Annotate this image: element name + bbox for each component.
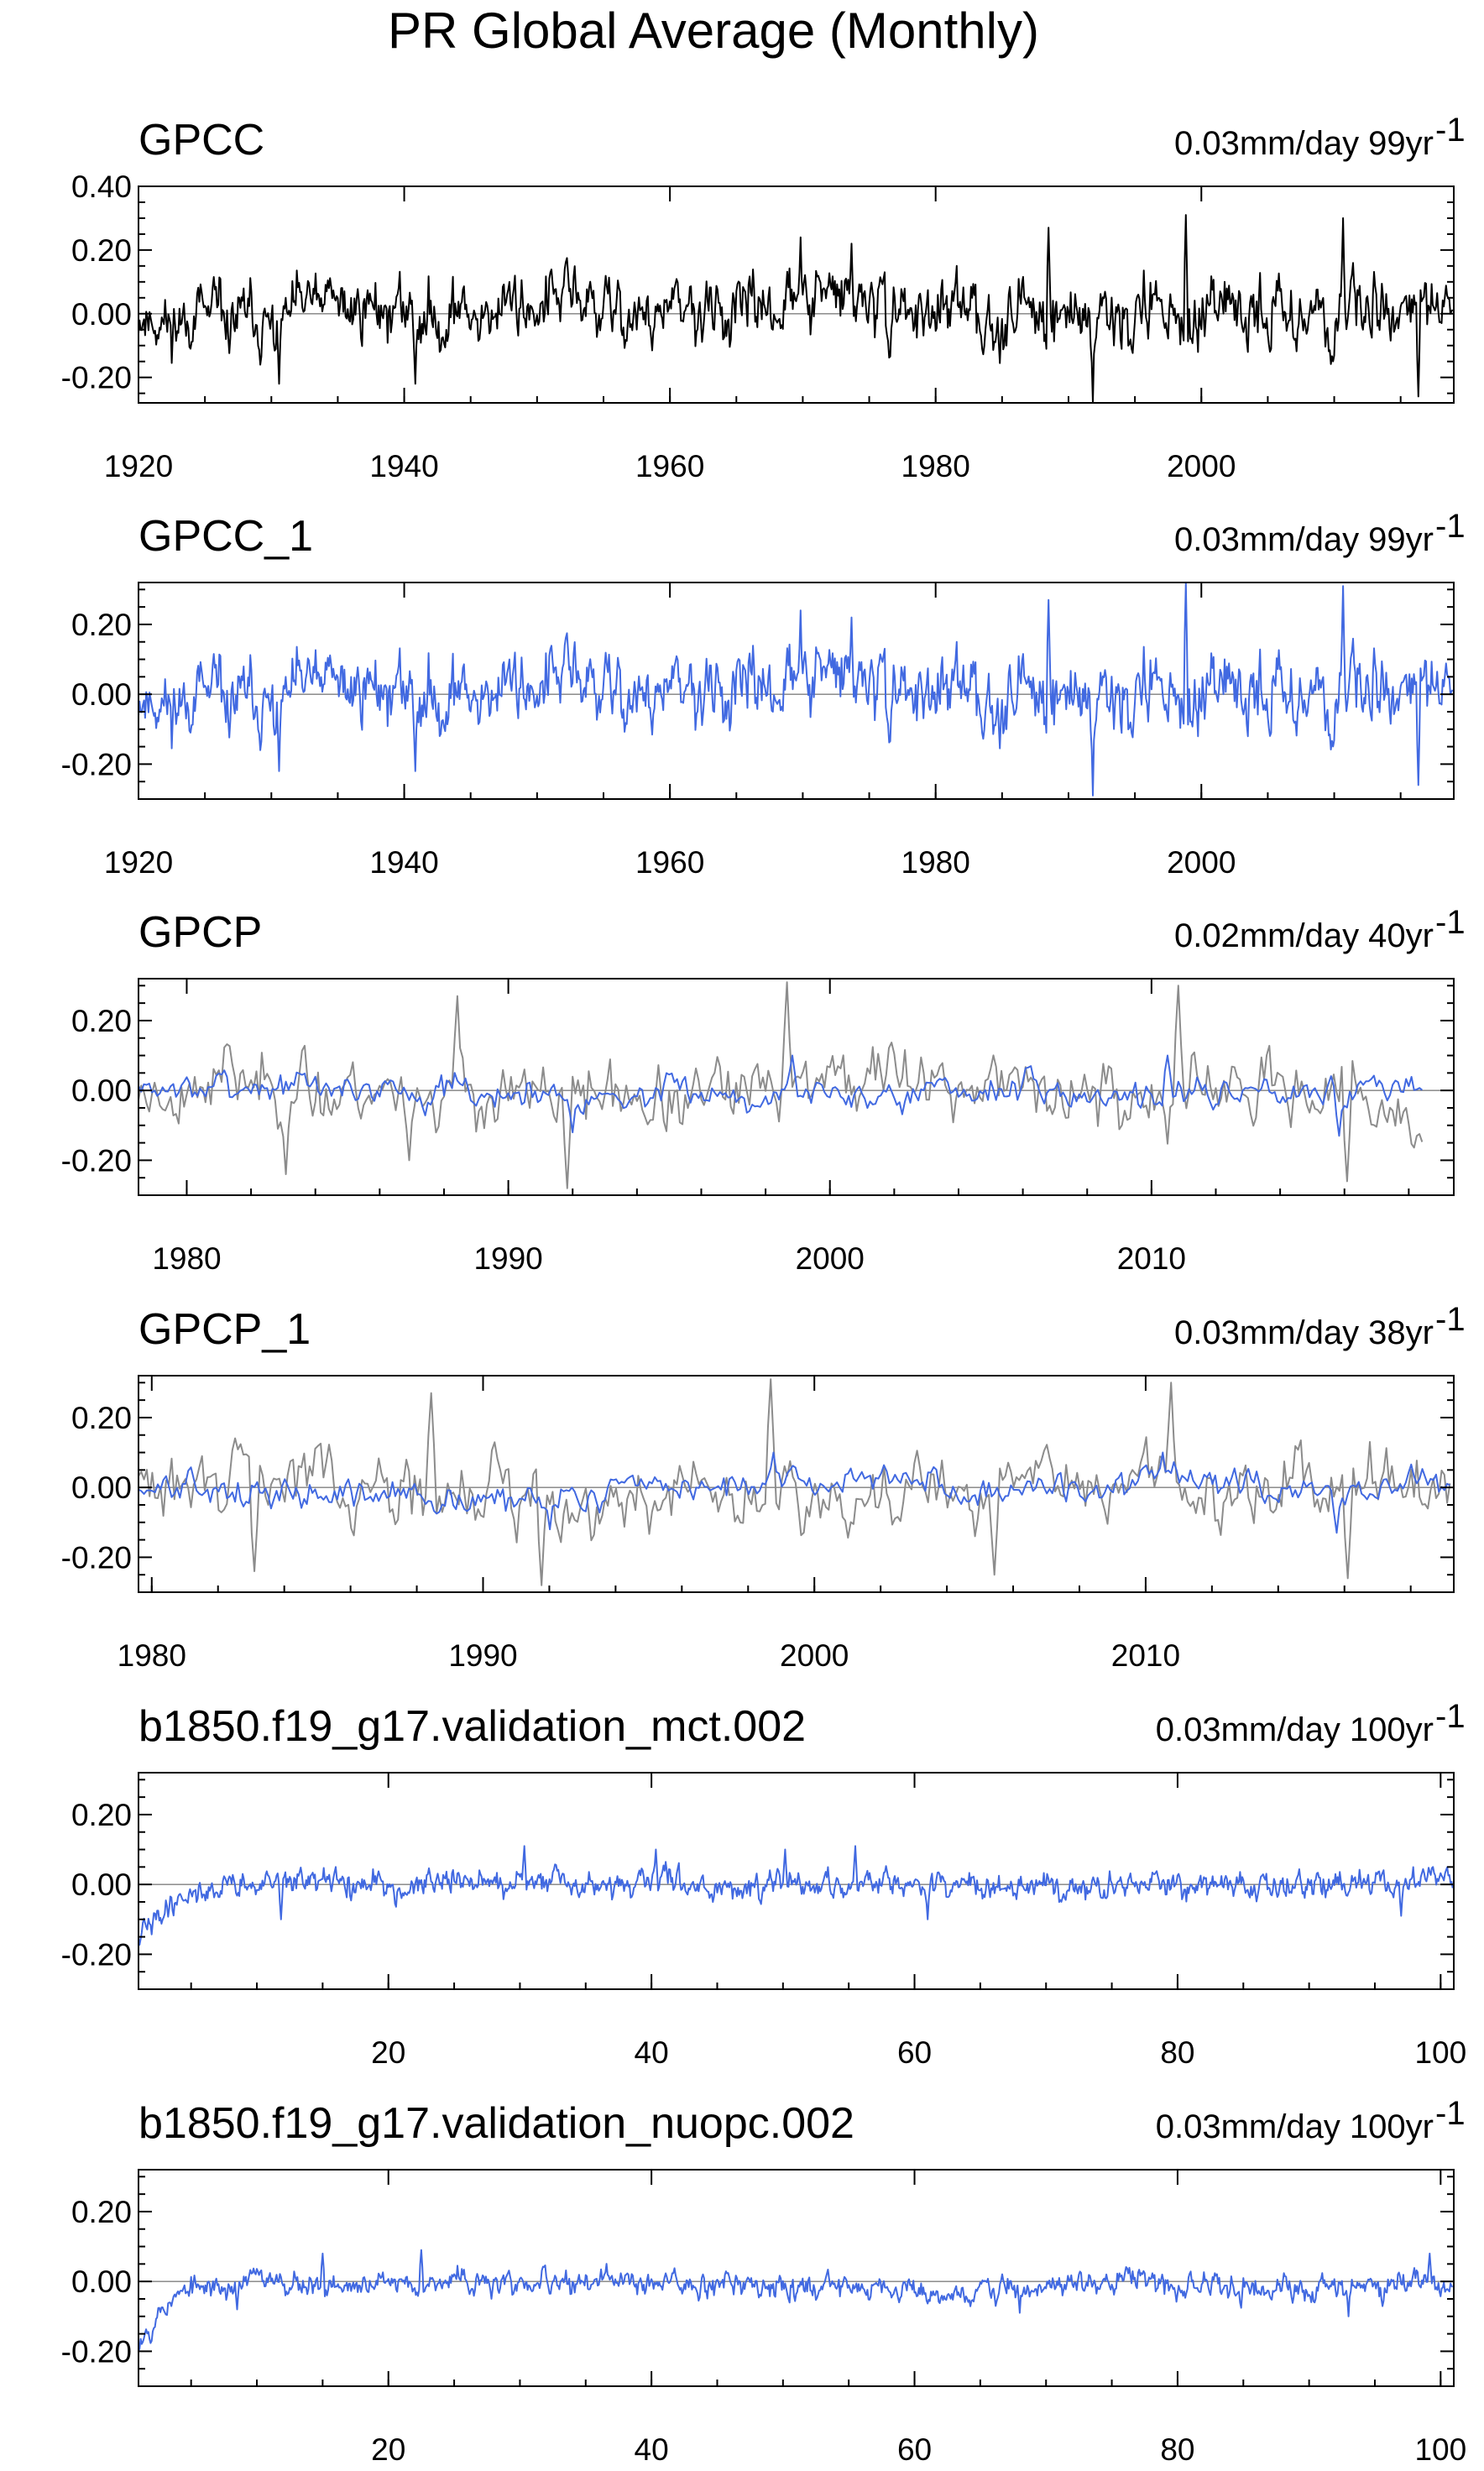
xtick-label: 1960 — [635, 449, 704, 483]
panel-3: GPCP 0.02mm/day 40yr -1 -0.20 0.00 0.20 1980 19… — [61, 904, 1466, 1276]
xtick-label: 1980 — [901, 845, 970, 880]
panel-title: GPCP_1 — [138, 1305, 311, 1354]
xtick-label: 60 — [897, 2035, 932, 2070]
trend-exponent: -1 — [1435, 112, 1466, 149]
trend-label: 0.03mm/day 100yr — [1156, 1711, 1434, 1748]
series-line — [138, 1054, 1423, 1137]
xtick-label: 1990 — [448, 1638, 517, 1673]
xtick-label: 1920 — [104, 449, 173, 483]
xtick-label: 60 — [897, 2432, 932, 2467]
panel-title: GPCC_1 — [138, 512, 313, 561]
panel-title: b1850.f19_g17.validation_nuopc.002 — [138, 2099, 854, 2148]
xtick-label: 1940 — [369, 449, 438, 483]
trend-label: 0.02mm/day 40yr — [1174, 917, 1434, 954]
ytick-label: 0.00 — [71, 1074, 132, 1108]
trend-exponent: -1 — [1435, 1301, 1466, 1338]
xtick-label: 80 — [1160, 2035, 1194, 2070]
trend-label: 0.03mm/day 38yr — [1174, 1314, 1434, 1351]
trend-label: 0.03mm/day 99yr — [1174, 521, 1434, 558]
xtick-label: 40 — [635, 2432, 669, 2467]
ytick-label: 0.00 — [71, 297, 132, 332]
ytick-label: -0.20 — [61, 1937, 132, 1972]
trend-exponent: -1 — [1435, 1698, 1466, 1735]
series-line — [138, 981, 1424, 1189]
ytick-label: -0.20 — [61, 747, 132, 781]
series-line — [138, 1378, 1451, 1586]
plot-frame — [138, 978, 1455, 1196]
panel-1: GPCC 0.03mm/day 99yr -1 -0.20 0.00 0.20 0.40 19… — [61, 112, 1466, 483]
xtick-label: 40 — [635, 2035, 669, 2070]
ytick-label: -0.20 — [61, 361, 132, 395]
ytick-label: 0.00 — [71, 1868, 132, 1902]
xtick-label: 1980 — [152, 1241, 221, 1276]
plot-frame — [138, 1772, 1455, 1990]
panel-title: GPCC — [138, 116, 264, 165]
panel-title: GPCP — [138, 908, 262, 957]
figure-title: PR Global Average (Monthly) — [388, 3, 1039, 59]
plot-frame — [138, 2169, 1455, 2387]
trend-exponent: -1 — [1435, 2095, 1466, 2132]
plot-frame — [138, 185, 1455, 404]
ytick-label: -0.20 — [61, 2334, 132, 2369]
ytick-label: 0.20 — [71, 608, 132, 642]
xtick-label: 100 — [1414, 2432, 1466, 2467]
xtick-label: 20 — [371, 2432, 405, 2467]
ytick-label: 0.00 — [71, 677, 132, 712]
ytick-label: -0.20 — [61, 1143, 132, 1178]
trend-label: 0.03mm/day 100yr — [1156, 2108, 1434, 2145]
xtick-label: 2000 — [1167, 449, 1236, 483]
panels-container: GPCC 0.03mm/day 99yr -1-0.200.000.200.4019… — [61, 112, 1467, 2467]
xtick-label: 1980 — [118, 1638, 186, 1673]
plot-frame — [138, 582, 1455, 800]
trend-exponent: -1 — [1435, 508, 1466, 545]
panel-6: b1850.f19_g17.validation_nuopc.002 0.03mm… — [61, 2095, 1467, 2467]
plot-frame — [138, 1375, 1455, 1593]
panel-4: GPCP_1 0.03mm/day 38yr -1 -0.20 0.00 0.20 1980… — [61, 1301, 1466, 1673]
trend-label: 0.03mm/day 99yr — [1174, 125, 1434, 162]
ytick-label: 0.20 — [71, 2195, 132, 2229]
series-line — [138, 2249, 1454, 2352]
ytick-label: 0.20 — [71, 1004, 132, 1038]
ytick-label: 0.20 — [71, 233, 132, 268]
trend-exponent: -1 — [1435, 904, 1466, 941]
ytick-label: 0.20 — [71, 1401, 132, 1435]
xtick-label: 1980 — [901, 449, 970, 483]
xtick-label: 1920 — [104, 845, 173, 880]
ytick-label: 0.40 — [71, 170, 132, 204]
series-line — [138, 214, 1454, 403]
xtick-label: 80 — [1160, 2432, 1194, 2467]
ytick-label: -0.20 — [61, 1540, 132, 1575]
ytick-label: 0.00 — [71, 1471, 132, 1505]
panel-title: b1850.f19_g17.validation_mct.002 — [138, 1702, 806, 1751]
xtick-label: 1940 — [369, 845, 438, 880]
xtick-label: 1960 — [635, 845, 704, 880]
xtick-label: 2010 — [1117, 1241, 1186, 1276]
series-line — [138, 1451, 1450, 1534]
panel-2: GPCC_1 0.03mm/day 99yr -1 -0.20 0.00 0.20 1920… — [61, 508, 1466, 880]
xtick-label: 1990 — [473, 1241, 542, 1276]
xtick-label: 100 — [1414, 2035, 1466, 2070]
xtick-label: 2000 — [796, 1241, 865, 1276]
series-line — [138, 1845, 1454, 1946]
ytick-label: 0.20 — [71, 1798, 132, 1832]
xtick-label: 2000 — [780, 1638, 849, 1673]
xtick-label: 2000 — [1167, 845, 1236, 880]
xtick-label: 2010 — [1111, 1638, 1180, 1673]
xtick-label: 20 — [371, 2035, 405, 2070]
series-line — [138, 582, 1454, 797]
ytick-label: 0.00 — [71, 2265, 132, 2299]
panel-5: b1850.f19_g17.validation_mct.002 0.03mm/d… — [61, 1698, 1467, 2070]
